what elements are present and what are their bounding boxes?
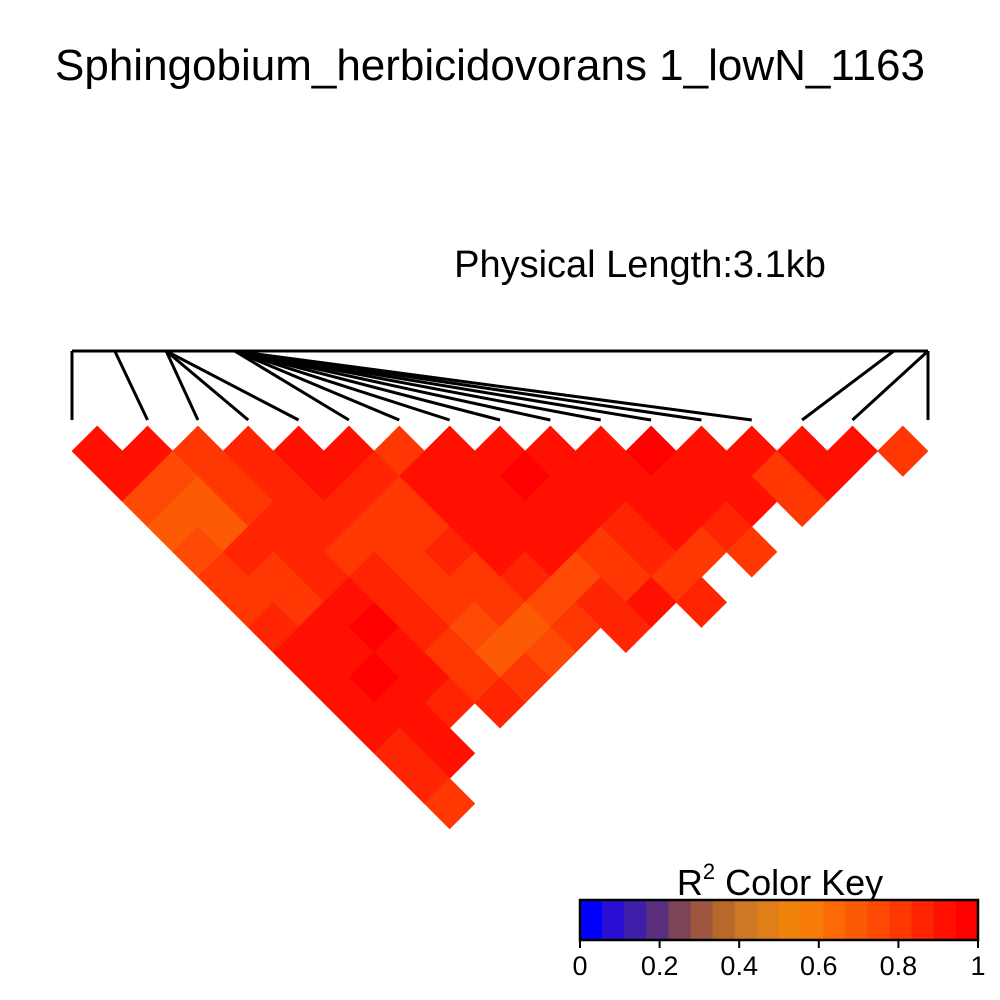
color-key-ticks: 0 0.2 0.4 0.6 0.8 1 bbox=[572, 940, 986, 981]
ld-cell bbox=[776, 475, 828, 528]
color-key-swatch bbox=[801, 900, 824, 940]
color-key-swatch bbox=[889, 900, 913, 940]
snp-connector bbox=[234, 349, 551, 422]
color-key-swatch bbox=[867, 900, 891, 940]
snp-connector bbox=[234, 349, 501, 422]
color-key-border bbox=[578, 898, 980, 942]
color-key-swatch bbox=[580, 900, 603, 940]
ld-cell bbox=[726, 526, 778, 578]
color-key-title-base: R bbox=[677, 862, 703, 903]
color-key-swatch bbox=[734, 900, 758, 940]
snp-connector bbox=[851, 349, 930, 422]
color-key-swatch bbox=[756, 900, 780, 940]
color-key-tick-label: 0.8 bbox=[880, 951, 918, 981]
snp-connector bbox=[234, 349, 400, 422]
snp-connector bbox=[165, 349, 250, 422]
snp-connector bbox=[801, 349, 895, 422]
snp-connector bbox=[164, 350, 200, 421]
color-key-swatch bbox=[602, 900, 625, 940]
color-key-tick-label: 0.2 bbox=[641, 951, 679, 981]
color-key-title-superscript: 2 bbox=[703, 859, 715, 884]
color-key-swatch bbox=[955, 900, 979, 940]
ld-cell bbox=[675, 576, 728, 628]
snp-connector bbox=[233, 349, 350, 422]
color-key-title: R2 Color Key bbox=[677, 859, 883, 903]
snp-connector bbox=[234, 349, 451, 422]
chart-title: Sphingobium_herbicidovorans 1_lowN_1163 bbox=[55, 41, 925, 90]
snp-connector bbox=[234, 349, 752, 422]
color-key-swatch bbox=[712, 900, 736, 940]
snp-connector bbox=[165, 349, 300, 422]
color-key-swatch bbox=[690, 900, 714, 940]
snp-connector bbox=[113, 350, 149, 421]
ld-heatmap-cells bbox=[71, 425, 929, 830]
color-key-swatch bbox=[933, 900, 957, 940]
color-key-swatch bbox=[845, 900, 869, 940]
color-key-swatch bbox=[823, 900, 846, 940]
color-key-title-suffix: Color Key bbox=[715, 862, 883, 903]
ld-cell bbox=[424, 778, 476, 830]
color-key-swatch bbox=[646, 900, 670, 940]
physical-length-label: Physical Length:3.1kb bbox=[454, 244, 826, 286]
ld-cell bbox=[474, 677, 526, 729]
snp-position-map bbox=[70, 349, 930, 422]
color-key-swatch bbox=[779, 900, 802, 940]
color-key-tick-label: 0.6 bbox=[800, 951, 838, 981]
color-key: R2 Color Key 0 0.2 0.4 0.6 0.8 1 bbox=[572, 859, 985, 981]
color-key-swatch bbox=[668, 900, 692, 940]
ld-cell bbox=[600, 601, 652, 654]
color-key-tick-label: 0 bbox=[572, 951, 587, 981]
color-key-tick-label: 1 bbox=[970, 951, 985, 981]
color-key-swatch bbox=[911, 900, 935, 940]
color-key-swatches bbox=[580, 900, 979, 940]
color-key-tick-label: 0.4 bbox=[720, 951, 758, 981]
color-key-swatch bbox=[624, 900, 647, 940]
ld-cell bbox=[877, 425, 929, 477]
